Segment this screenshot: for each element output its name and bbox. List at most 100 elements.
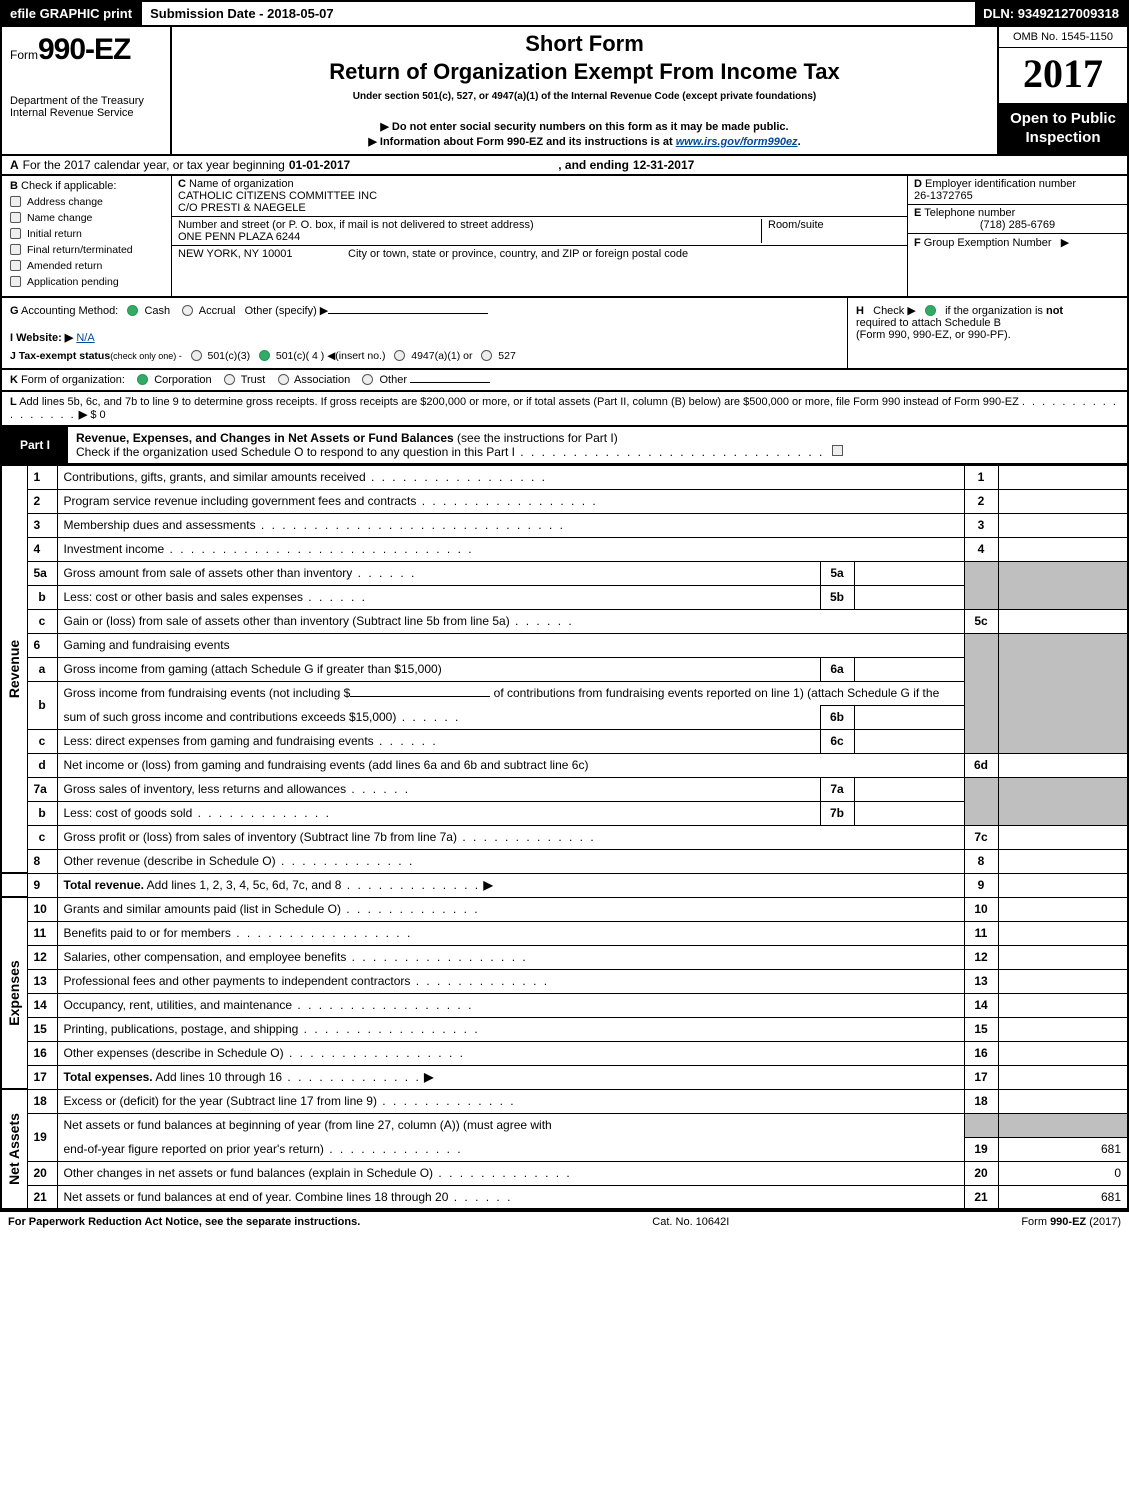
form-number: 990-EZ [38,33,130,66]
line-18-num: 18 [27,1089,57,1113]
form-instructions-link[interactable]: www.irs.gov/form990ez [676,136,798,148]
g-other-input[interactable] [328,313,488,314]
line-9-val [998,873,1128,897]
line-3: 3 Membership dues and assessments 3 [1,513,1128,537]
line-6d-desc: Net income or (loss) from gaming and fun… [57,753,964,777]
radio-corp[interactable] [137,374,148,385]
radio-cash[interactable] [127,305,138,316]
dots-icon [282,1070,421,1084]
h-not: not [1046,305,1063,317]
line-11-num: 11 [27,921,57,945]
line-4-num: 4 [27,537,57,561]
footer-right-pre: Form [1021,1216,1050,1228]
omb-number: OMB No. 1545-1150 [999,27,1127,48]
open-line1: Open to Public [1010,110,1116,127]
check-amended-return[interactable]: Amended return [10,260,163,272]
line-14-val [998,993,1128,1017]
line-6: 6 Gaming and fundraising events [1,633,1128,657]
line-3-val [998,513,1128,537]
line-7c-desc: Gross profit or (loss) from sales of inv… [57,825,964,849]
radio-527[interactable] [481,350,492,361]
row-a-lead: A [10,158,19,172]
line-12-text: Salaries, other compensation, and employ… [64,950,347,964]
line-15: 15 Printing, publications, postage, and … [1,1017,1128,1041]
schedule-o-checkbox[interactable] [832,445,843,456]
line-13-val [998,969,1128,993]
line-5a-minival [854,561,964,585]
radio-4947[interactable] [394,350,405,361]
radio-trust[interactable] [224,374,235,385]
part-i-badge: Part I [2,427,68,463]
line-20-num: 20 [27,1161,57,1185]
line-13: 13 Professional fees and other payments … [1,969,1128,993]
g-cash: Cash [144,305,170,317]
line-6d-num: d [27,753,57,777]
c-text: Name of organization [189,178,294,190]
subtitle: Under section 501(c), 527, or 4947(a)(1)… [180,91,989,102]
radio-other[interactable] [362,374,373,385]
line-5a-mini: 5a [820,561,854,585]
line-7a-num: 7a [27,777,57,801]
line-9-num: 9 [27,873,57,897]
line-7c-num: c [27,825,57,849]
d-label: D [914,178,922,190]
line-6a-minival [854,657,964,681]
radio-accrual[interactable] [182,305,193,316]
radio-501c3[interactable] [191,350,202,361]
line-6a-mini: 6a [820,657,854,681]
line-4-desc: Investment income [57,537,964,561]
line-5b-num: b [27,585,57,609]
line-5c-desc: Gain or (loss) from sale of assets other… [57,609,964,633]
line-16-box: 16 [964,1041,998,1065]
line-6b-amount-input[interactable] [350,696,490,697]
instruction-line-2-pre: ▶ Information about Form 990-EZ and its … [368,136,675,148]
dots-icon [231,926,412,940]
line-9-desc: Total revenue. Add lines 1, 2, 3, 4, 5c,… [57,873,964,897]
h-pre: Check ▶ [873,305,916,317]
e-label: E [914,207,921,219]
checkbox-icon [10,276,21,287]
column-h: H Check ▶ if the organization is not req… [847,298,1127,368]
line-5c: c Gain or (loss) from sale of assets oth… [1,609,1128,633]
shade-19 [964,1113,998,1137]
line-5c-box: 5c [964,609,998,633]
column-b: B Check if applicable: Address change Na… [2,176,172,296]
line-7a: 7a Gross sales of inventory, less return… [1,777,1128,801]
line-6b-num: b [27,681,57,729]
form-header: Form990-EZ Department of the Treasury In… [0,27,1129,156]
radio-assoc[interactable] [278,374,289,385]
check-h[interactable] [925,305,936,316]
line-2-val [998,489,1128,513]
check-address-change[interactable]: Address change [10,196,163,208]
line-6a-num: a [27,657,57,681]
dept-irs: Internal Revenue Service [10,107,162,119]
check-application-pending[interactable]: Application pending [10,276,163,288]
dots-icon [396,710,460,724]
line-6b: sum of such gross income and contributio… [1,705,1128,729]
row-a-begin: 01-01-2017 [289,158,350,172]
shade-5ab [964,561,998,609]
line-10-desc: Grants and similar amounts paid (list in… [57,897,964,921]
checkbox-icon [10,228,21,239]
website-link[interactable]: N/A [76,332,94,344]
footer-left: For Paperwork Reduction Act Notice, see … [8,1216,360,1228]
radio-501c[interactable] [259,350,270,361]
dots-icon [515,445,824,459]
revenue-label: Revenue [6,640,22,698]
line-21-num: 21 [27,1185,57,1209]
line-2-desc: Program service revenue including govern… [57,489,964,513]
check-name-change[interactable]: Name change [10,212,163,224]
line-15-val [998,1017,1128,1041]
line-5a: 5a Gross amount from sale of assets othe… [1,561,1128,585]
city-value: NEW YORK, NY 10001 [178,248,328,260]
check-final-return[interactable]: Final return/terminated [10,244,163,256]
line-6c-desc: Less: direct expenses from gaming and fu… [57,729,820,753]
line-19a: 19 Net assets or fund balances at beginn… [1,1113,1128,1137]
line-20-desc: Other changes in net assets or fund bala… [57,1161,964,1185]
line-8-val [998,849,1128,873]
line-5a-desc: Gross amount from sale of assets other t… [57,561,820,585]
k-other-input[interactable] [410,382,490,383]
line-7a-text: Gross sales of inventory, less returns a… [64,782,347,796]
line-7c: c Gross profit or (loss) from sales of i… [1,825,1128,849]
check-initial-return[interactable]: Initial return [10,228,163,240]
